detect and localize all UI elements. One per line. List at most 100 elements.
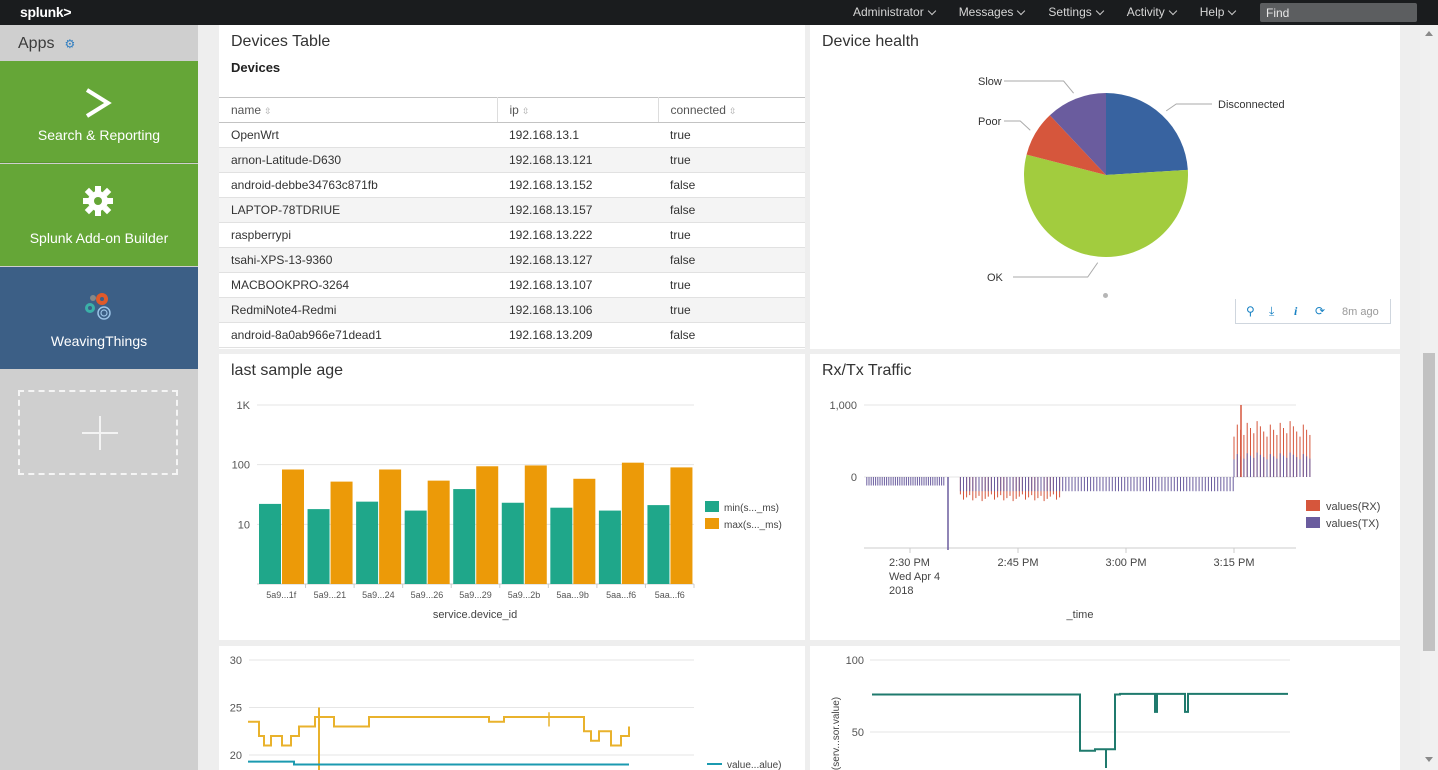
rx-tx-traffic-chart: 1,000 0 2:30 PM Wed Apr 4 2018 2:45 PM 3:00 PM…: [829, 400, 1380, 621]
chevron-down-icon: [927, 6, 936, 15]
y-tick-label: 100: [846, 655, 864, 667]
app-tile-weavingthings[interactable]: WeavingThings: [0, 267, 198, 369]
pie-leader-line: [1165, 103, 1212, 112]
page-scrollbar[interactable]: [1420, 25, 1438, 770]
table-cell-connected: true: [658, 272, 805, 298]
x-tick-label: 5aa...f6: [655, 590, 685, 600]
menu-help[interactable]: Help: [1200, 5, 1237, 19]
sort-icon: ⇳: [521, 106, 530, 116]
table-cell-ip: 192.168.13.157: [497, 197, 658, 223]
x-axis-title: service.device_id: [433, 609, 517, 621]
table-row[interactable]: OpenWrt 192.168.13.1 true: [219, 122, 805, 148]
pie-slice-poor: [1026, 115, 1106, 175]
last-refresh-time: 8m ago: [1342, 306, 1379, 318]
table-cell-name: arnon-Latitude-D630: [219, 147, 497, 173]
resize-handle[interactable]: [1103, 293, 1108, 298]
refresh-icon[interactable]: ⟳: [1315, 304, 1326, 318]
find-input[interactable]: [1260, 3, 1417, 22]
legend-label: values(TX): [1326, 518, 1379, 530]
bar-min: [501, 502, 524, 584]
x-tick-label: 5a9...24: [362, 590, 395, 600]
table-row[interactable]: arnon-Latitude-D630 192.168.13.121 true: [219, 147, 805, 173]
table-header-row: name ⇳ ip ⇳ connected ⇳: [219, 97, 805, 123]
bar-max: [670, 467, 693, 584]
scroll-down-arrow-icon[interactable]: [1425, 757, 1433, 762]
pie-slice-ok: [1024, 154, 1188, 257]
table-cell-connected: true: [658, 297, 805, 323]
app-label: Search & Reporting: [37, 127, 161, 143]
table-row[interactable]: android-debbe34763c871fb 192.168.13.152 fa…: [219, 172, 805, 198]
table-body: OpenWrt 192.168.13.1 true arnon-Latitude-D6…: [219, 122, 805, 348]
gear-icon[interactable]: ⚙: [64, 37, 76, 51]
table-row[interactable]: RedmiNote4-Redmi 192.168.13.106 true: [219, 297, 805, 323]
bar-max: [621, 462, 644, 584]
table-cell-name: android-debbe34763c871fb: [219, 172, 497, 198]
y-tick-label: 1K: [237, 400, 251, 412]
bar-max: [330, 481, 353, 584]
y-tick-label: 20: [230, 750, 242, 762]
legend-swatch: [1306, 517, 1320, 528]
sensor-values-panel: 30 25 20 value...alue): [219, 646, 805, 770]
panel-title: Devices Table: [231, 33, 331, 50]
table-cell-connected: true: [658, 222, 805, 248]
sensor-value-line-chart: 100 50 s(serv...sor.value): [831, 655, 1290, 770]
table-row[interactable]: LAPTOP-78TDRIUE 192.168.13.157 false: [219, 197, 805, 223]
menu-activity[interactable]: Activity: [1127, 5, 1178, 19]
table-cell-ip: 192.168.13.209: [497, 322, 658, 348]
table-row[interactable]: raspberrypi 192.168.13.222 true: [219, 222, 805, 248]
table-cell-ip: 192.168.13.106: [497, 297, 658, 323]
column-header-ip[interactable]: ip ⇳: [497, 97, 659, 123]
table-cell-name: tsahi-XPS-13-9360: [219, 247, 497, 273]
line-series-sensor: [872, 692, 1288, 768]
table-cell-connected: false: [658, 322, 805, 348]
table-cell-connected: false: [658, 197, 805, 223]
legend-label: value...alue): [727, 760, 781, 770]
add-app-button[interactable]: [18, 390, 178, 475]
scroll-up-arrow-icon[interactable]: [1425, 31, 1433, 36]
x-tick-label: 5aa...f6: [606, 590, 636, 600]
bar-min: [259, 503, 281, 584]
column-header-name[interactable]: name ⇳: [219, 97, 498, 123]
pie-label: OK: [987, 272, 1004, 284]
download-icon[interactable]: ⤓: [1269, 304, 1275, 318]
line-series-yellow: [248, 716, 630, 747]
bar-min: [647, 505, 670, 584]
table-cell-name: RedmiNote4-Redmi: [219, 297, 497, 323]
legend-label: max(s..._ms): [724, 520, 782, 531]
menu-settings[interactable]: Settings: [1048, 5, 1104, 19]
table-cell-ip: 192.168.13.1: [497, 122, 658, 148]
table-cell-ip: 192.168.13.127: [497, 247, 658, 273]
weaving-gears-icon: [85, 293, 111, 320]
pie-label: Slow: [978, 76, 1002, 88]
app-tile-addon-builder[interactable]: Splunk Add-on Builder: [0, 164, 198, 266]
menu-administrator[interactable]: Administrator: [853, 5, 936, 19]
gear-icon: [83, 186, 113, 216]
table-row[interactable]: android-8a0ab966e71dead1 192.168.13.209 fa…: [219, 322, 805, 348]
table-cell-connected: false: [658, 247, 805, 273]
x-tick-label: 3:15 PM: [1214, 557, 1255, 569]
column-header-connected[interactable]: connected ⇳: [658, 97, 805, 123]
scrollbar-thumb[interactable]: [1423, 353, 1435, 651]
sensor-value-panel: 100 50 s(serv...sor.value): [810, 646, 1400, 770]
info-icon[interactable]: i: [1294, 304, 1298, 318]
devices-table-panel: Devices Table Devices name ⇳ ip ⇳ connecte…: [219, 25, 805, 349]
device-health-panel: Device health Disconnected OK Poor Slow ⚲ ⤓…: [810, 25, 1400, 349]
splunk-logo[interactable]: splunk>: [20, 4, 72, 20]
search-icon[interactable]: ⚲: [1246, 304, 1255, 318]
app-tile-search-reporting[interactable]: Search & Reporting: [0, 61, 198, 163]
table-cell-connected: true: [658, 122, 805, 148]
table-row[interactable]: MACBOOKPRO-3264 192.168.13.107 true: [219, 272, 805, 298]
apps-sidebar: Apps ⚙ Search & Reporting Splunk Add-on …: [0, 25, 198, 770]
column-label: ip: [509, 103, 519, 117]
bar-max: [282, 469, 304, 584]
bar-max: [573, 478, 596, 584]
pie-leader-line: [1013, 262, 1099, 278]
y-tick-label: 1,000: [829, 400, 857, 412]
table-row[interactable]: tsahi-XPS-13-9360 192.168.13.127 false: [219, 247, 805, 273]
menu-messages[interactable]: Messages: [959, 5, 1026, 19]
chevron-down-icon: [1095, 6, 1104, 15]
chevron-down-icon: [1168, 6, 1178, 15]
y-tick-label: 10: [238, 519, 250, 531]
x-tick-label: 5a9...29: [459, 590, 492, 600]
panel-toolbar: ⚲ ⤓ i ⟳ 8m ago: [1235, 299, 1391, 324]
